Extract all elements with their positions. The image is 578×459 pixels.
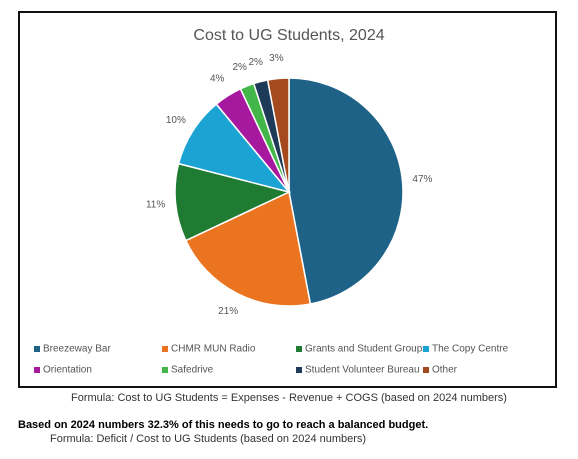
deficit-note: Formula: Deficit / Cost to UG Students (… (50, 433, 367, 445)
data-label: 3% (269, 53, 284, 64)
chart-title: Cost to UG Students, 2024 (193, 27, 384, 44)
data-label: 2% (232, 62, 247, 73)
data-label: 10% (166, 115, 186, 126)
legend-label: Safedrive (171, 365, 214, 376)
legend-swatch (296, 346, 302, 352)
legend-swatch (162, 367, 168, 373)
budget-note: Based on 2024 numbers 32.3% of this need… (18, 419, 429, 431)
legend-label: Breezeway Bar (43, 344, 111, 355)
legend-label: Student Volunteer Bureau (305, 365, 420, 376)
data-label: 21% (218, 306, 238, 317)
legend-swatch (296, 367, 302, 373)
legend-label: The Copy Centre (432, 344, 509, 355)
legend-label: Other (432, 365, 458, 376)
legend-label: Grants and Student Groups (305, 344, 427, 355)
pie-slice (288, 77, 404, 305)
data-label: 2% (248, 57, 263, 68)
pie-slice (184, 190, 312, 307)
legend-swatch (162, 346, 168, 352)
data-label: 4% (210, 74, 225, 85)
legend-swatch (423, 367, 429, 373)
legend-swatch (34, 367, 40, 373)
legend-swatch (423, 346, 429, 352)
pie-slice (174, 162, 292, 242)
pie-slice (266, 77, 290, 193)
data-label: 47% (412, 174, 432, 185)
pie-slice (177, 103, 292, 194)
chart: Cost to UG Students, 2024 47% 21% 11% 10% 4%… (18, 11, 557, 388)
formula-note: Formula: Cost to UG Students = Expenses … (71, 392, 507, 404)
legend-swatch (34, 346, 40, 352)
legend-label: CHMR MUN Radio (171, 344, 256, 355)
data-label: 11% (146, 199, 165, 210)
legend-label: Orientation (43, 365, 92, 376)
